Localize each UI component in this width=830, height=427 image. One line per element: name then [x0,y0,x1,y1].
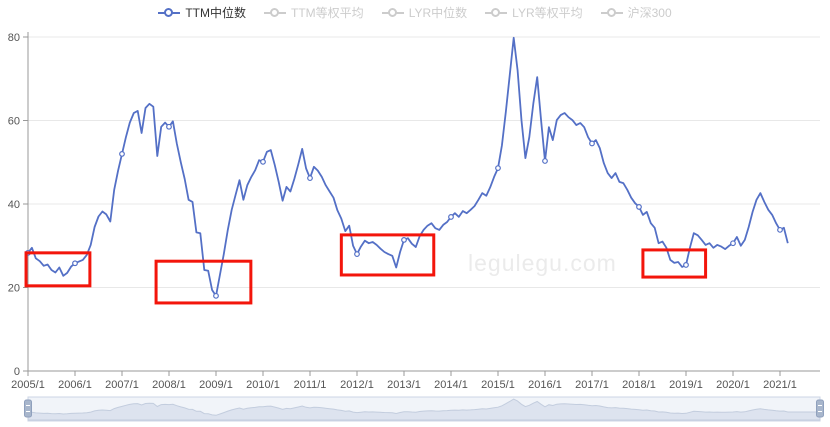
x-axis-label: 2013/1 [387,379,421,391]
datazoom-handle-left[interactable] [24,399,32,418]
chart-legend: TTM中位数 TTM等权平均 LYR中位数 LYR等权平均 沪深300 [0,4,830,21]
legend-label: LYR中位数 [408,6,468,20]
x-axis-label: 2012/1 [340,379,374,391]
series-point-marker [495,165,501,171]
x-axis-label: 2017/1 [575,379,609,391]
series-point-marker [354,251,360,258]
series-point-marker [542,158,548,164]
x-axis-label: 2021/1 [763,379,797,391]
series-point-marker [119,150,125,157]
series-point-marker [166,123,172,130]
undervaluation-box-2 [154,259,253,305]
x-axis-label: 2007/1 [105,379,139,391]
line-circle-icon [264,8,287,17]
y-axis-label: 20 [8,283,20,295]
series-point-marker [72,260,78,267]
x-axis-label: 2011/1 [294,379,327,391]
watermark: legulegu.com [468,250,617,276]
legend-item-ttm-median[interactable]: TTM中位数 [158,4,246,21]
datazoom-handle-right[interactable] [816,399,824,418]
x-axis-label: 2020/1 [716,379,750,391]
series-point-marker [730,240,736,247]
legend-label: TTM中位数 [185,6,247,20]
line-circle-icon [158,8,181,17]
legend-item-lyr-equal-mean[interactable]: LYR等权平均 [485,4,583,21]
x-axis-label: 2014/1 [434,379,468,391]
legend-label: TTM等权平均 [291,6,364,20]
legend-label: LYR等权平均 [512,6,583,20]
y-axis-label: 40 [8,199,20,211]
x-axis-label: 2006/1 [58,379,92,391]
line-circle-icon [485,8,508,17]
series-point-marker [683,262,689,268]
legend-item-hs300[interactable]: 沪深300 [600,4,672,21]
x-axis-label: 2019/1 [669,379,703,391]
x-axis-label: 2008/1 [152,379,186,391]
series-point-marker [260,158,266,165]
y-axis-label: 80 [8,32,20,44]
datazoom-data-silhouette [27,398,821,421]
x-axis-label: 2018/1 [622,379,656,391]
series-point-marker [777,226,783,233]
legend-label: 沪深300 [627,6,672,20]
x-axis-label: 2009/1 [199,379,233,391]
x-axis-label: 2010/1 [246,379,280,391]
series-point-marker [213,292,219,299]
x-axis-label: 2005/1 [11,379,45,391]
series-point-marker [401,237,407,243]
line-circle-icon [600,8,623,17]
undervaluation-box-1 [24,251,92,288]
legend-item-lyr-median[interactable]: LYR中位数 [381,4,468,21]
series-point-marker [636,204,642,210]
x-axis-label: 2016/1 [528,379,562,391]
undervaluation-box-3 [339,233,436,277]
y-axis-label: 0 [14,366,20,378]
series-line-ttm-median [27,36,789,297]
legend-item-ttm-equal-mean[interactable]: TTM等权平均 [264,4,364,21]
series-point-marker [589,140,595,147]
line-circle-icon [381,8,404,17]
undervaluation-box-4 [641,248,708,279]
x-axis-label: 2015/1 [481,379,515,391]
y-axis-label: 60 [8,116,20,128]
series-point-marker [307,175,313,182]
series-point-marker [448,214,454,220]
